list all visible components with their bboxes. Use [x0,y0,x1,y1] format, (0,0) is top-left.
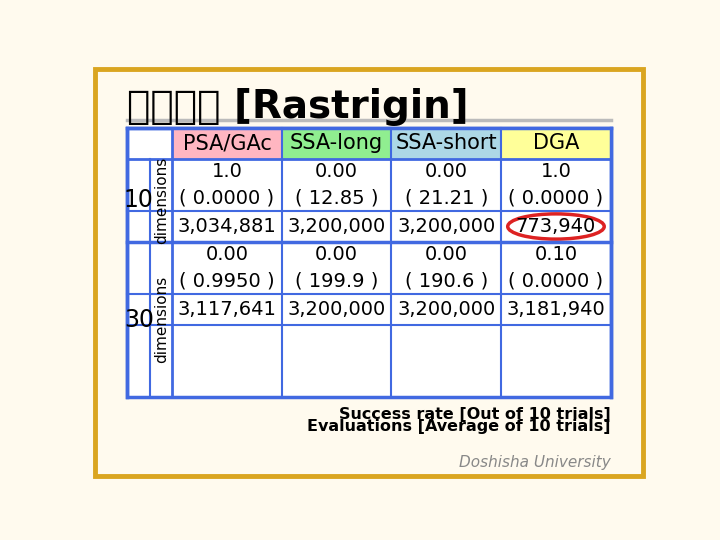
Text: 30: 30 [124,308,154,332]
FancyBboxPatch shape [94,70,644,476]
Text: DGA: DGA [533,133,579,153]
Text: 1.0
( 0.0000 ): 1.0 ( 0.0000 ) [508,162,603,208]
Text: 10: 10 [124,188,154,212]
Text: 1.0
( 0.0000 ): 1.0 ( 0.0000 ) [179,162,274,208]
Text: 3,200,000: 3,200,000 [287,217,386,236]
Text: 3,181,940: 3,181,940 [507,300,606,319]
FancyBboxPatch shape [127,128,611,397]
Text: 0.00
( 0.9950 ): 0.00 ( 0.9950 ) [179,245,275,291]
Text: 0.00
( 199.9 ): 0.00 ( 199.9 ) [295,245,378,291]
Text: Evaluations [Average of 10 trials]: Evaluations [Average of 10 trials] [307,419,611,434]
Text: PSA/GAc: PSA/GAc [183,133,271,153]
Text: 3,200,000: 3,200,000 [287,300,386,319]
Text: 773,940: 773,940 [516,217,596,236]
Text: 0.00
( 190.6 ): 0.00 ( 190.6 ) [405,245,488,291]
FancyBboxPatch shape [172,128,282,159]
Text: 3,200,000: 3,200,000 [397,300,495,319]
Text: Success rate [Out of 10 trials]: Success rate [Out of 10 trials] [339,407,611,422]
Text: 0.00
( 12.85 ): 0.00 ( 12.85 ) [295,162,379,208]
FancyBboxPatch shape [282,128,392,159]
Text: 0.00
( 21.21 ): 0.00 ( 21.21 ) [405,162,488,208]
Text: 3,200,000: 3,200,000 [397,217,495,236]
FancyBboxPatch shape [392,128,501,159]
Text: 3,117,641: 3,117,641 [178,300,276,319]
Text: SSA-long: SSA-long [290,133,383,153]
Text: 0.10
( 0.0000 ): 0.10 ( 0.0000 ) [508,245,603,291]
FancyBboxPatch shape [501,128,611,159]
Text: 3,034,881: 3,034,881 [178,217,276,236]
Text: dimensions: dimensions [154,157,168,244]
Text: 実験結果 [Rastrigin]: 実験結果 [Rastrigin] [127,88,469,126]
Text: SSA-short: SSA-short [395,133,497,153]
Text: Doshisha University: Doshisha University [459,455,611,470]
Text: dimensions: dimensions [154,276,168,363]
